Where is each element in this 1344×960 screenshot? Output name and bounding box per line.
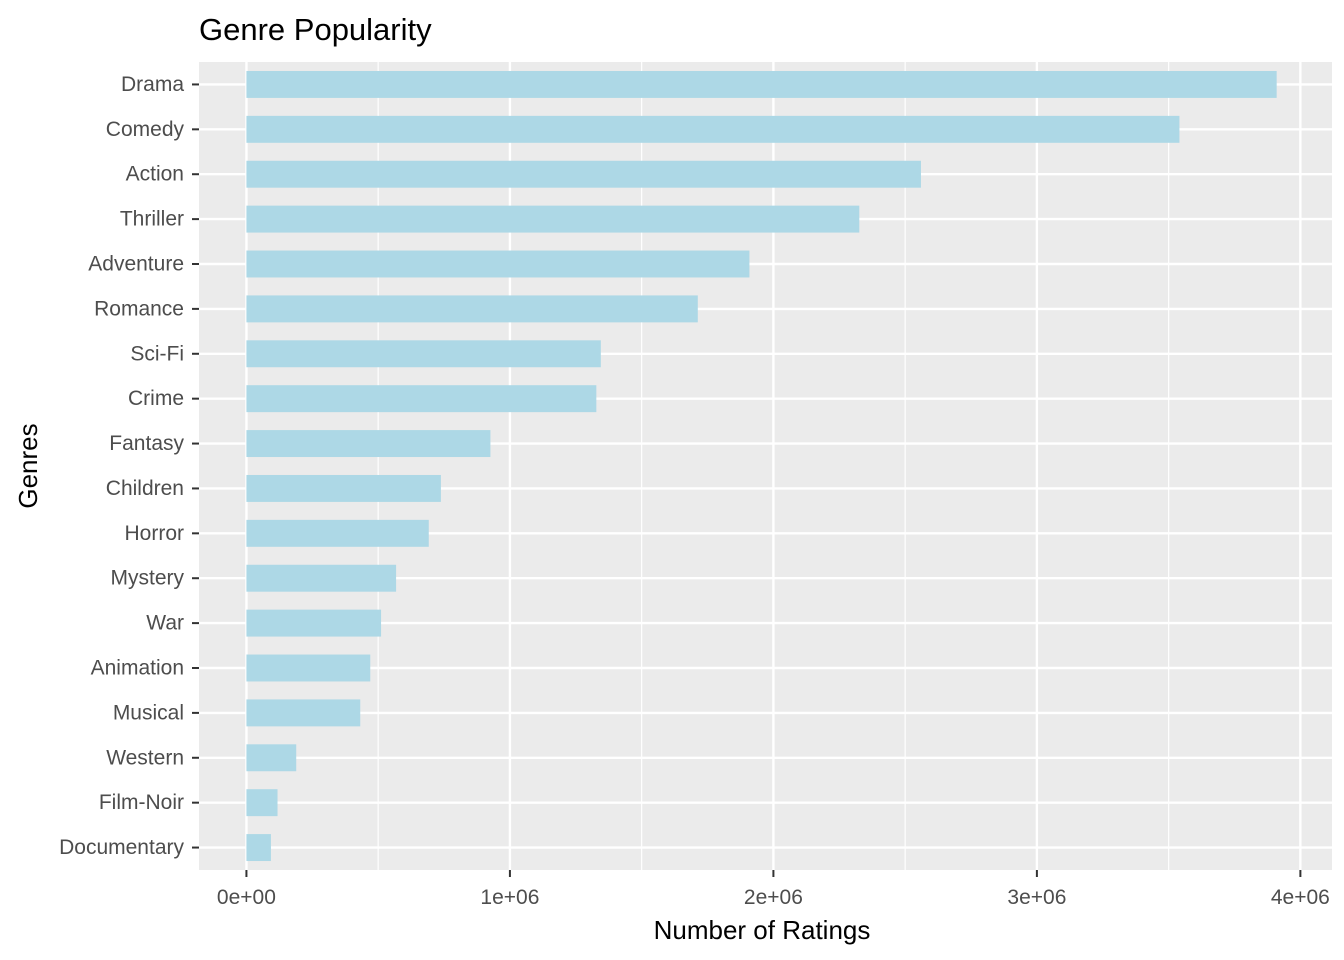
y-tick-label: Crime [128,387,184,410]
chart-title: Genre Popularity [199,12,432,47]
x-tick-label: 3e+06 [1007,886,1066,909]
x-tick-label: 2e+06 [744,886,803,909]
y-tick-label: Fantasy [109,432,184,455]
x-tick-label: 1e+06 [480,886,539,909]
bar [246,519,429,547]
y-tick-label: Mystery [111,567,185,590]
minor-gridlines [377,62,1170,870]
bar [246,609,382,637]
bar [246,654,371,682]
y-tick-label: Comedy [106,118,185,141]
x-axis-title: Number of Ratings [654,915,871,945]
bar [246,205,860,233]
bar [246,564,397,592]
plot-panel [199,62,1332,870]
bar [246,115,1180,143]
bar [246,295,698,323]
bar [246,834,271,862]
y-tick-label: Thriller [120,208,184,231]
bar [246,250,750,278]
y-tick-label: Drama [121,73,184,96]
bar [246,160,921,188]
y-axis-title: Genres [13,423,43,508]
bar [246,789,278,817]
y-tick-label: Documentary [59,836,184,859]
bar [246,70,1277,98]
x-tick-label: 4e+06 [1271,886,1330,909]
y-tick-label: War [146,612,184,635]
x-axis: 0e+00 1e+06 2e+06 3e+06 4e+06 [217,870,1330,909]
bar [246,474,441,502]
y-tick-label: Film-Noir [99,791,184,814]
bars [246,70,1277,862]
bar [246,699,361,727]
y-tick-label: Western [106,746,184,769]
y-tick-label: Sci-Fi [130,342,184,365]
y-tick-label: Romance [94,297,184,320]
bar [246,385,597,413]
bar [246,744,297,772]
y-axis: Drama Comedy Action Thriller Adventure Romanc… [59,73,199,859]
y-tick-label: Animation [91,657,184,680]
bar [246,430,491,458]
x-tick-label: 0e+00 [217,886,276,909]
y-tick-label: Children [106,477,184,500]
bar [246,340,601,368]
y-tick-label: Horror [124,522,184,545]
y-tick-label: Adventure [88,253,184,276]
y-tick-label: Musical [113,701,184,724]
y-tick-label: Action [126,163,184,186]
